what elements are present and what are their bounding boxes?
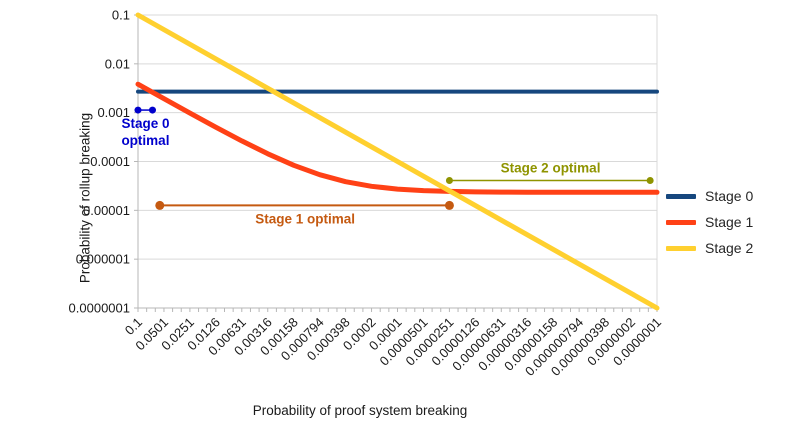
legend-swatch-stage-2 [666,245,696,251]
series-stage-2-line [135,12,660,311]
y-tick-label: 0.0001 [90,154,130,169]
y-tick-label: 0.0000001 [69,301,130,316]
legend-label-stage-0: Stage 0 [705,188,754,204]
annotation-dot [444,200,454,210]
legend: Stage 0 Stage 1 Stage 2 [666,188,753,256]
y-tick-label: 0.001 [97,105,130,120]
annotation-dot [646,177,654,185]
x-axis-title: Probability of proof system breaking [252,403,468,418]
annotation-dot [155,200,165,210]
legend-label-stage-2: Stage 2 [705,240,754,256]
annotation-dot [445,177,453,185]
legend-label-stage-1: Stage 1 [705,214,754,230]
annotation-label: Stage 1 optimal [255,211,355,226]
annotation-dot [134,106,142,114]
y-axis-title: Probability of rollup breaking [77,112,93,284]
series-stage-1-line [135,81,660,195]
legend-item-stage-0: Stage 0 [666,188,753,204]
legend-swatch-stage-1 [666,219,696,225]
legend-swatch-stage-0 [666,193,696,199]
annotation-label: Stage 0 optimal [121,116,169,148]
legend-item-stage-1: Stage 1 [666,214,753,230]
y-tick-label: 0.01 [105,56,130,71]
legend-item-stage-2: Stage 2 [666,240,753,256]
annotation-dot [148,106,156,114]
y-tick-label: 0.000001 [76,252,130,267]
y-tick-label: 0.1 [112,8,130,23]
annotation-label: Stage 2 optimal [501,161,601,176]
y-tick-label: 0.00001 [83,203,130,218]
